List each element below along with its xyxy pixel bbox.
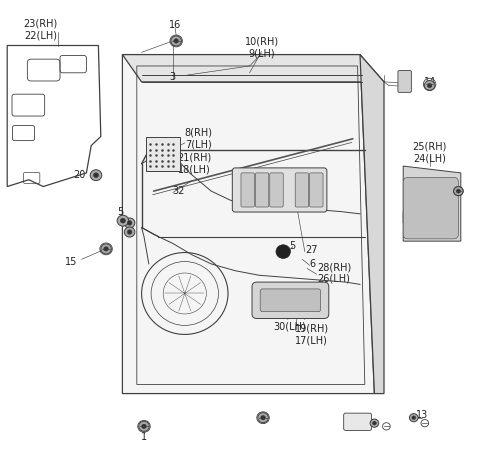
FancyBboxPatch shape [146, 136, 180, 171]
Text: 19(RH)
17(LH): 19(RH) 17(LH) [295, 324, 329, 345]
Circle shape [139, 421, 149, 431]
Circle shape [456, 189, 461, 193]
Circle shape [412, 416, 416, 420]
Circle shape [124, 218, 135, 228]
Text: 4: 4 [260, 416, 266, 426]
Circle shape [90, 170, 102, 181]
FancyBboxPatch shape [310, 173, 323, 207]
Text: 5: 5 [117, 207, 123, 217]
Text: 8(RH)
7(LH): 8(RH) 7(LH) [185, 128, 213, 150]
Text: 21(RH)
18(LH): 21(RH) 18(LH) [178, 153, 212, 175]
FancyBboxPatch shape [260, 289, 321, 312]
FancyBboxPatch shape [255, 173, 269, 207]
Circle shape [276, 245, 290, 258]
FancyBboxPatch shape [295, 173, 309, 207]
FancyBboxPatch shape [241, 173, 254, 207]
Text: 32: 32 [173, 186, 185, 196]
Circle shape [124, 227, 135, 237]
Circle shape [427, 83, 432, 88]
Circle shape [127, 221, 132, 225]
Polygon shape [360, 55, 384, 394]
Circle shape [117, 215, 129, 226]
Text: 28(RH)
26(LH): 28(RH) 26(LH) [317, 262, 351, 284]
Text: 5: 5 [289, 241, 296, 251]
FancyBboxPatch shape [232, 168, 327, 212]
Circle shape [142, 424, 146, 429]
Circle shape [101, 244, 111, 254]
Circle shape [409, 414, 418, 422]
FancyBboxPatch shape [398, 71, 411, 92]
Text: 3: 3 [170, 72, 176, 82]
Text: 15: 15 [65, 257, 77, 267]
Text: 2: 2 [448, 191, 455, 201]
Text: 20: 20 [73, 170, 85, 180]
Circle shape [94, 173, 98, 177]
Circle shape [454, 187, 463, 196]
FancyBboxPatch shape [344, 413, 372, 430]
Text: 14: 14 [423, 77, 436, 87]
Text: 23(RH)
22(LH): 23(RH) 22(LH) [24, 19, 58, 40]
Circle shape [127, 230, 132, 234]
Text: 16: 16 [169, 20, 181, 30]
FancyBboxPatch shape [270, 173, 283, 207]
Text: 12: 12 [354, 414, 366, 424]
Circle shape [370, 419, 379, 427]
Circle shape [372, 421, 376, 425]
Circle shape [120, 218, 125, 223]
Text: 11: 11 [399, 77, 412, 87]
Text: 10(RH)
9(LH): 10(RH) 9(LH) [244, 37, 279, 59]
Polygon shape [403, 166, 461, 241]
Circle shape [424, 81, 435, 91]
Circle shape [261, 415, 265, 420]
Text: 1: 1 [141, 432, 147, 442]
Text: 27: 27 [305, 245, 317, 255]
Circle shape [258, 413, 268, 423]
Polygon shape [407, 215, 446, 227]
Polygon shape [122, 55, 384, 82]
Polygon shape [403, 212, 454, 230]
Text: 31(RH)
30(LH): 31(RH) 30(LH) [274, 310, 308, 332]
Circle shape [171, 36, 181, 46]
Text: 13: 13 [416, 410, 429, 420]
FancyBboxPatch shape [252, 282, 329, 318]
Text: 29: 29 [409, 218, 421, 228]
FancyBboxPatch shape [403, 177, 458, 239]
Text: 25(RH)
24(LH): 25(RH) 24(LH) [412, 142, 447, 163]
Text: 6: 6 [310, 259, 316, 269]
Circle shape [174, 39, 179, 43]
Polygon shape [122, 55, 374, 394]
Circle shape [104, 247, 108, 251]
